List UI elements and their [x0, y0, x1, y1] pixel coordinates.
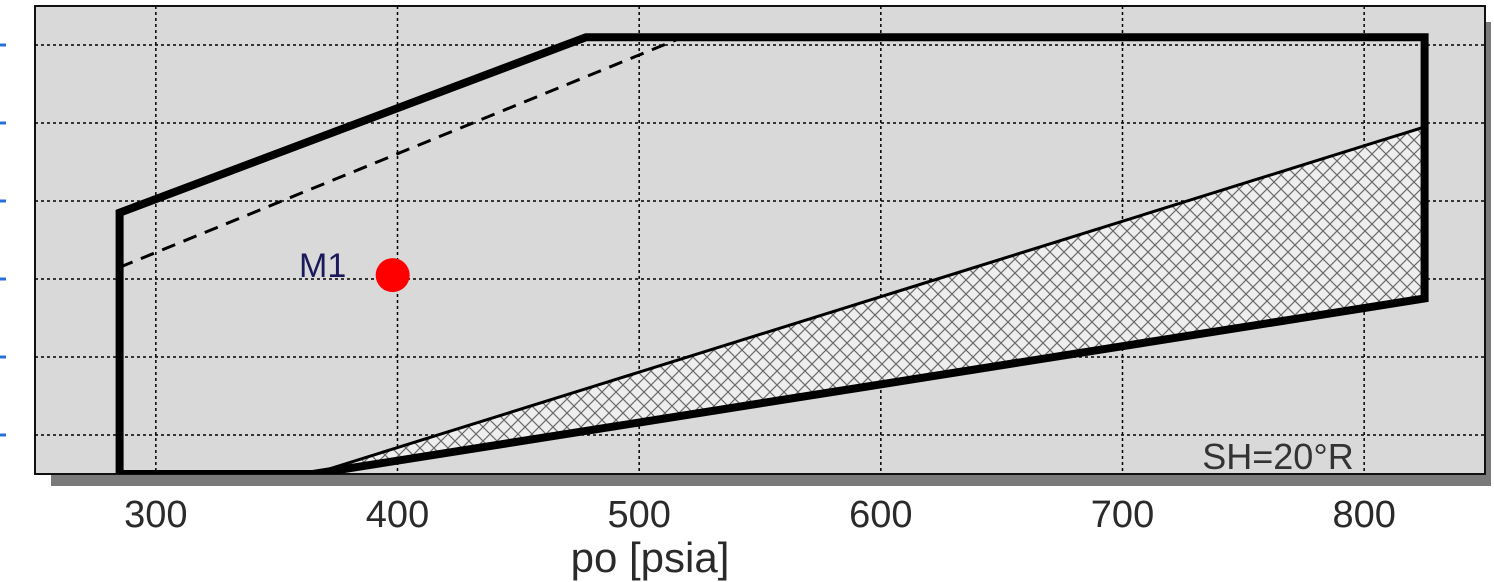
y-tick-marks	[0, 43, 6, 437]
x-tick-label: 400	[366, 494, 429, 536]
x-tick-label: 800	[1332, 494, 1395, 536]
x-tick-label: 300	[124, 494, 187, 536]
outer-envelope-line	[115, 33, 1429, 474]
x-tick-label: 500	[607, 494, 670, 536]
x-tick-labels: 300 400 500 600 700 800	[124, 494, 1396, 536]
chart-annotation: SH=20°R	[1202, 436, 1353, 477]
x-tick-label: 600	[849, 494, 912, 536]
x-axis-label: po [psia]	[571, 534, 730, 581]
x-tick-label: 700	[1091, 494, 1154, 536]
point-label: M1	[299, 247, 346, 285]
marker-point	[375, 258, 410, 293]
plot-layer: M1	[115, 33, 1429, 474]
dashed-boundary-line	[119, 35, 684, 269]
